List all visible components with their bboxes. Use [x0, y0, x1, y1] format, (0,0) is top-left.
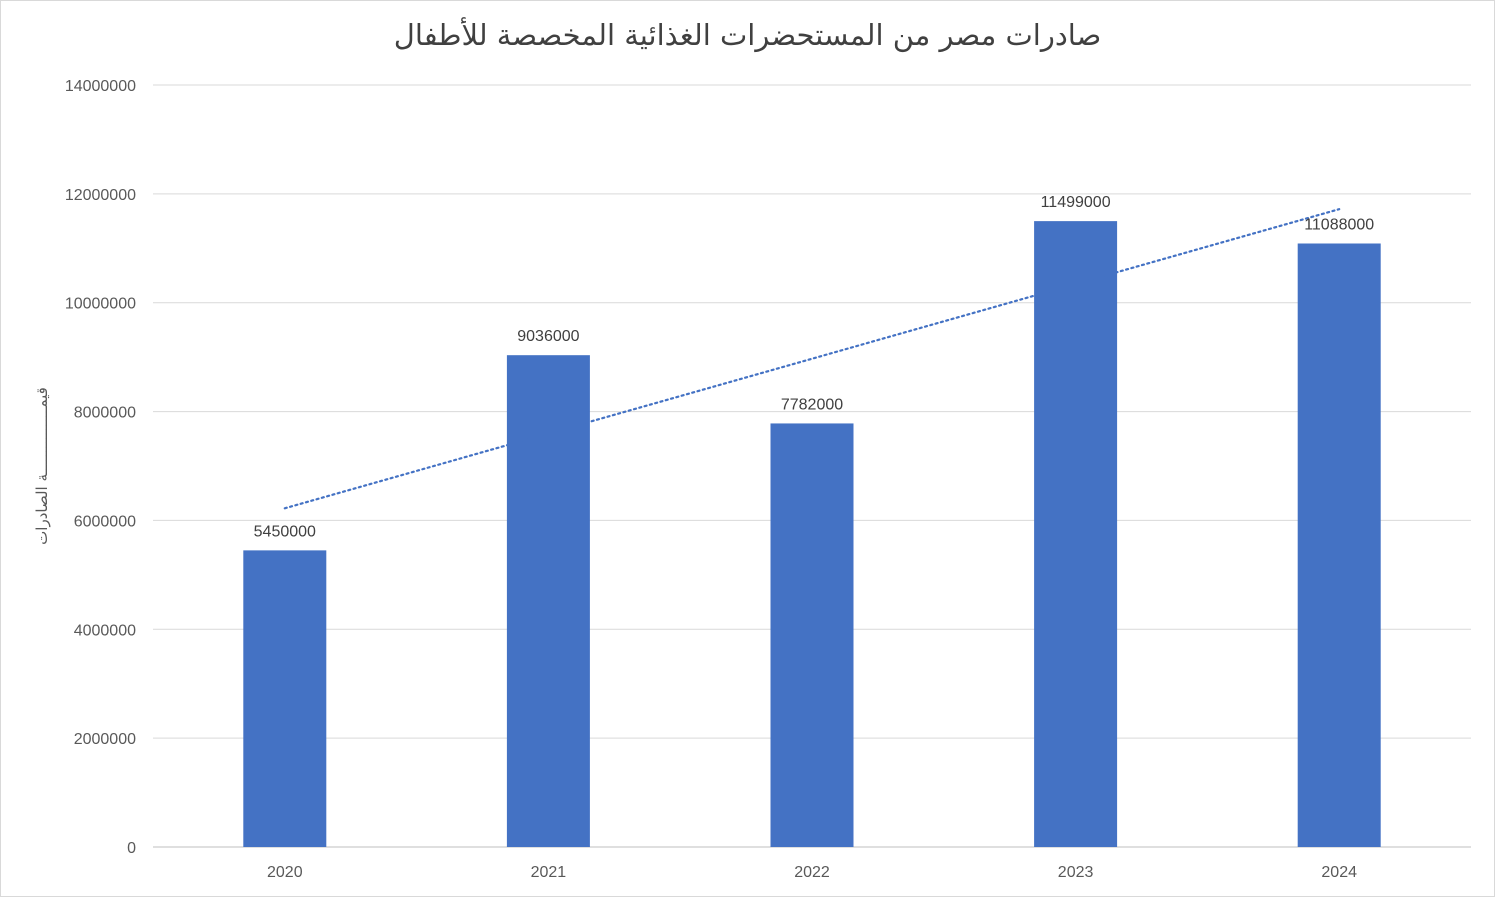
- y-tick-label: 10000000: [65, 296, 136, 313]
- y-tick-label: 0: [127, 840, 136, 857]
- trendline-layer: [283, 208, 1341, 510]
- bar-2023: [1034, 221, 1118, 847]
- data-label-2020: 5450000: [254, 523, 316, 540]
- y-tick-label: 14000000: [65, 78, 136, 95]
- y-tick-label: 4000000: [74, 622, 136, 639]
- data-label-2024: 11088000: [1304, 216, 1374, 233]
- x-tick-label: 2022: [794, 864, 830, 881]
- bar-2024: [1297, 243, 1381, 848]
- bar-2020: [243, 550, 327, 847]
- y-tick-label: 6000000: [74, 513, 136, 530]
- y-tick-label: 12000000: [65, 187, 136, 204]
- x-tick-label: 2020: [267, 864, 303, 881]
- data-label-2022: 7782000: [781, 396, 843, 413]
- bars: [243, 221, 1381, 848]
- bar-2022: [770, 423, 854, 847]
- data-label-2023: 11499000: [1041, 194, 1111, 211]
- y-tick-labels: 0 2000000 4000000 6000000 8000000 10000000 120…: [65, 78, 136, 857]
- x-tick-label: 2021: [531, 864, 567, 881]
- x-tick-label: 2024: [1321, 864, 1357, 881]
- data-label-2021: 9036000: [517, 328, 579, 345]
- bar-2021: [506, 355, 590, 847]
- x-tick-label: 2023: [1058, 864, 1094, 881]
- y-tick-label: 2000000: [74, 731, 136, 748]
- trendline: [283, 208, 1341, 510]
- data-labels: 5450000 9036000 7782000 11499000 11088000: [254, 194, 1375, 540]
- y-tick-label: 8000000: [74, 405, 136, 422]
- chart-title: صادرات مصر من المستحضرات الغذائية المخصص…: [393, 18, 1102, 52]
- x-tick-labels: 2020 2021 2022 2023 2024: [267, 864, 1357, 881]
